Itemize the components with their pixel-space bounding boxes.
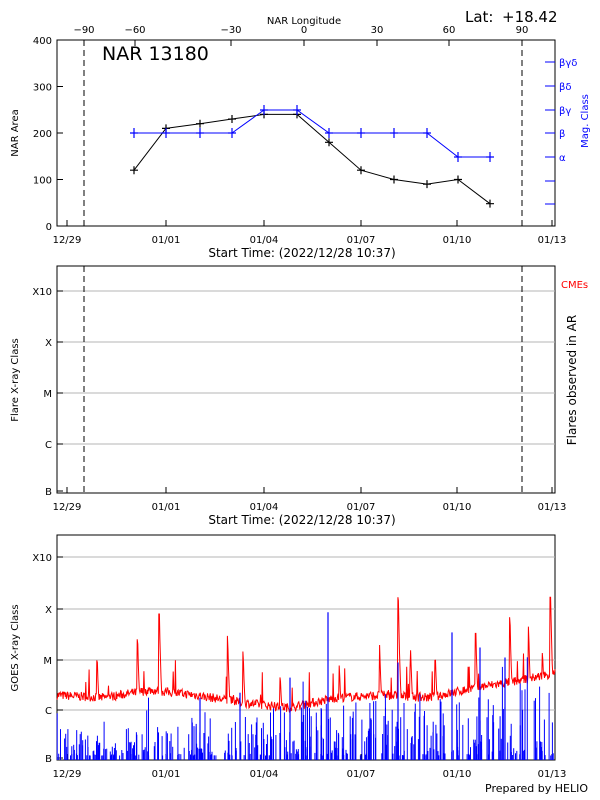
nar-area-point xyxy=(325,138,333,147)
x-tick-label: 01/10 xyxy=(443,502,472,513)
y2-axis-label: Flares observed in AR xyxy=(565,315,579,445)
x-tick-label: 01/07 xyxy=(347,769,376,780)
y-tick-label: X xyxy=(45,605,52,616)
y-tick-label: 300 xyxy=(33,83,52,94)
nar-area-point xyxy=(454,175,462,184)
mag-class-point xyxy=(454,152,462,162)
chart-title: NAR 13180 xyxy=(102,43,209,65)
nar-area-point xyxy=(196,119,204,128)
top-tick-label: −90 xyxy=(73,25,94,36)
mag-tick-label: β xyxy=(559,129,565,140)
goes-xray-panel: B C M X X10 GOES X-ray Class 12/29 01/01 01/04 01… xyxy=(10,534,567,780)
goes-short-channel-spikes xyxy=(56,612,554,760)
nar-area-point xyxy=(390,175,398,184)
plot-frame xyxy=(56,265,556,494)
y-tick-label: B xyxy=(45,754,52,765)
nar-area-point xyxy=(228,115,236,124)
x-tick-label: 12/29 xyxy=(53,769,82,780)
x-tick-label: 01/01 xyxy=(152,502,181,513)
mag-class-point xyxy=(325,128,333,138)
mag-class-point xyxy=(486,152,494,162)
mag-class-line xyxy=(134,109,490,158)
mag-tick-label: α xyxy=(559,153,566,164)
y-tick-label: 200 xyxy=(33,129,52,140)
y-tick-label: 0 xyxy=(46,222,52,233)
nar-area-point xyxy=(130,166,138,175)
mag-tick-label: βγ xyxy=(559,106,571,117)
top-tick-label: −30 xyxy=(220,25,241,36)
top-tick-label: 0 xyxy=(301,25,307,36)
mag-class-point xyxy=(293,105,301,115)
top-tick-label: 90 xyxy=(516,25,529,36)
x-axis-label: Start Time: (2022/12/28 10:37) xyxy=(208,513,395,527)
x-tick-label: 01/13 xyxy=(538,235,567,246)
x-tick-label: 01/07 xyxy=(347,235,376,246)
lat-value: +18.42 xyxy=(502,8,558,26)
y-tick-label: B xyxy=(45,487,52,498)
flare-class-panel: B C M X X10 Flare X-ray Class Flares observed … xyxy=(10,265,588,527)
y2-axis-label: Mag. Class xyxy=(580,94,591,148)
mag-tick-label: βδ xyxy=(559,82,572,93)
nar-area-point xyxy=(357,166,365,175)
x-tick-label: 12/29 xyxy=(53,235,82,246)
mag-class-point xyxy=(130,128,138,138)
x-tick-label: 01/13 xyxy=(538,502,567,513)
legend-cmes: CMEs xyxy=(561,280,588,291)
x-tick-label: 01/01 xyxy=(152,235,181,246)
x-tick-label: 01/04 xyxy=(250,769,279,780)
x-tick-label: 01/04 xyxy=(250,502,279,513)
mag-class-point xyxy=(162,128,170,138)
y-tick-label: M xyxy=(43,389,52,400)
y-tick-label: X10 xyxy=(32,287,52,298)
y-axis-label: Flare X-ray Class xyxy=(10,338,21,422)
mag-class-point xyxy=(260,105,268,115)
x-tick-label: 12/29 xyxy=(53,502,82,513)
y-tick-label: X xyxy=(45,338,52,349)
lat-label: Lat: xyxy=(465,8,493,26)
y-tick-label: 400 xyxy=(33,36,52,47)
x-tick-label: 01/01 xyxy=(152,769,181,780)
y-tick-label: C xyxy=(45,440,52,451)
mag-class-point xyxy=(196,128,204,138)
y-tick-label: M xyxy=(43,656,52,667)
mag-class-point xyxy=(423,128,431,138)
top-tick-label: −60 xyxy=(124,25,145,36)
y-axis-label: NAR Area xyxy=(10,109,21,156)
top-tick-label: 30 xyxy=(371,25,384,36)
mag-tick-label: βγδ xyxy=(559,58,577,69)
nar-area-line xyxy=(133,113,491,205)
mag-class-point xyxy=(390,128,398,138)
credit: Prepared by HELIO xyxy=(485,782,588,795)
mag-class-point xyxy=(357,128,365,138)
top-tick-label: 60 xyxy=(443,25,456,36)
x-tick-label: 01/07 xyxy=(347,502,376,513)
x-tick-label: 01/04 xyxy=(250,235,279,246)
y-tick-label: 100 xyxy=(33,176,52,187)
x-tick-label: 01/10 xyxy=(443,769,472,780)
y-axis-label: GOES X-ray Class xyxy=(10,604,21,691)
y-tick-label: X10 xyxy=(32,553,52,564)
mag-class-point xyxy=(228,128,236,138)
x-axis-label: Start Time: (2022/12/28 10:37) xyxy=(208,246,395,260)
x-tick-label: 01/13 xyxy=(538,769,567,780)
nar-area-point xyxy=(486,199,494,208)
top-axis-label: NAR Longitude xyxy=(267,16,341,27)
y-tick-label: C xyxy=(45,706,52,717)
nar-area-point xyxy=(423,180,431,189)
x-tick-label: 01/10 xyxy=(443,235,472,246)
